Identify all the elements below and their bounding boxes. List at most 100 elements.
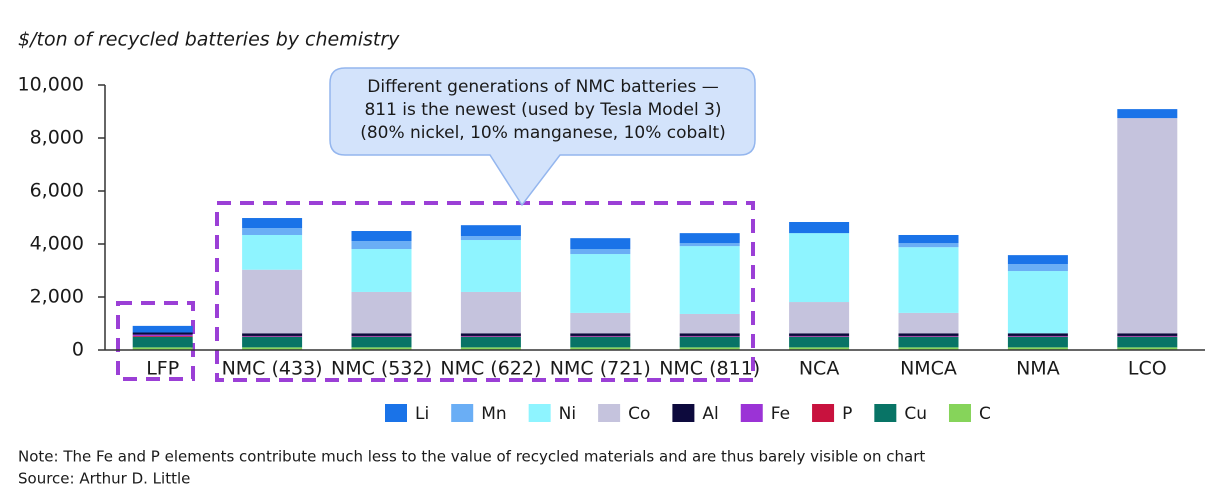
bar-segment [460,335,521,337]
x-tick-label: LFP [146,358,179,380]
bar-segment [570,238,631,250]
bar-segment [679,243,740,247]
y-tick-label: 8,000 [30,127,84,149]
bar-segment [351,347,412,350]
bar-segment [1007,264,1068,272]
legend-swatch [948,404,971,422]
legend-label: Fe [771,404,790,424]
x-tick-label: NMC (433) [222,358,323,380]
bar-segment [460,236,521,241]
legend-label: Li [415,404,429,424]
legend-swatch [528,404,551,422]
bar-segment [789,302,850,334]
highlight-box [215,201,755,382]
x-tick-label: NMC (721) [550,358,651,380]
bar-segment [460,347,521,350]
x-tick-label: NMC (811) [659,358,760,380]
bar-segment [679,333,740,336]
bar-segment [1007,336,1068,348]
bar-segment [789,335,850,337]
bar-segment [1117,109,1178,119]
bar-segment [132,325,193,333]
bar-segment [789,336,850,348]
bar-segment [351,333,412,336]
bar-segment [1007,347,1068,350]
y-tick-label: 6,000 [30,180,84,202]
legend-label: C [979,404,991,424]
bar-segment [570,312,631,334]
bar-segment [351,249,412,292]
bar-segment [679,313,740,334]
bar-segment [789,347,850,350]
bar-segment [679,335,740,337]
bar-segment [1117,333,1178,336]
bar-segment [570,254,631,313]
y-tick-label: 4,000 [30,233,84,255]
legend-swatch [672,404,695,422]
bar-segment [351,291,412,334]
bar-segment [460,240,521,292]
bar-segment [351,241,412,250]
bar-segment [351,335,412,337]
legend-label: P [842,404,852,424]
bar-segment [898,312,959,334]
legend-label: Al [702,404,718,424]
x-tick-label: NMC (622) [440,358,541,380]
bar-segment [242,335,303,337]
legend-swatch [740,404,763,422]
bar-segment [898,336,959,348]
bar-segment [570,333,631,336]
y-tick-label: 10,000 [18,74,84,96]
annotation: (80% nickel, 10% manganese, 10% cobalt) [360,123,726,143]
bar-segment [351,336,412,348]
bar-segment [242,336,303,348]
bar-segment [789,222,850,234]
x-tick-label: NMC (532) [331,358,432,380]
bar-segment [132,336,193,348]
bar-segment [460,333,521,336]
bar-segment [898,247,959,313]
bar-segment [132,332,193,335]
bar-segment [679,336,740,348]
legend-swatch [598,404,621,422]
bar-segment [1117,335,1178,337]
bar-segment [132,335,193,337]
bar-segment [1007,271,1068,334]
annotation: 811 is the newest (used by Tesla Model 3… [364,100,721,120]
x-tick-label: NMA [1016,358,1060,380]
bar-segment [242,347,303,350]
bar-segment [1117,347,1178,350]
bar-segment [1007,333,1068,336]
bar-segment [460,291,521,334]
bar-segment [898,243,959,248]
bar-segment [570,249,631,255]
annotation: Different generations of NMC batteries — [367,77,719,97]
callout [329,67,756,207]
bar-segment [1007,255,1068,265]
bar-segment [898,333,959,336]
bar-segment [789,333,850,336]
legend-label: Cu [904,404,927,424]
highlight-box [116,301,195,381]
bar-segment [351,231,412,242]
bar-segment [898,234,959,244]
legend-swatch [874,404,897,422]
bar-segment [898,347,959,350]
y-axis-title: $/ton of recycled batteries by chemistry [18,29,400,51]
bar-segment [1117,118,1178,334]
note: Note: The Fe and P elements contribute m… [18,448,925,466]
legend-swatch [812,404,835,422]
bar-segment [242,269,303,334]
bar-segment [679,233,740,244]
y-tick-label: 0 [72,339,84,361]
bar-segment [242,333,303,336]
bar-segment [789,233,850,303]
x-tick-label: NMCA [900,358,957,380]
legend-label: Mn [481,404,506,424]
bar-segment [242,218,303,229]
bar-segment [1117,336,1178,348]
bar-segment [570,347,631,350]
y-tick-label: 2,000 [30,286,84,308]
bar-segment [242,228,303,235]
